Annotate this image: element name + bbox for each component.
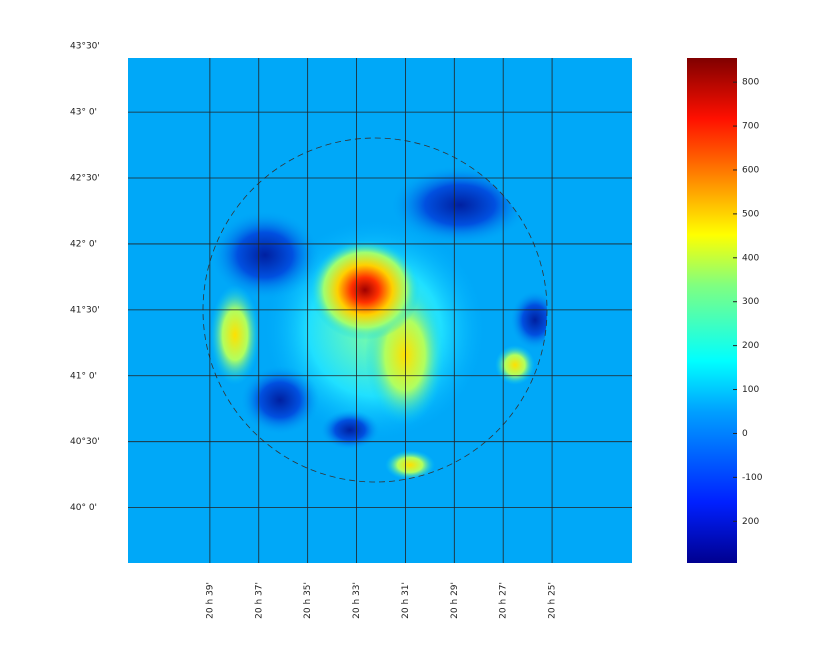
sky-map	[128, 58, 632, 563]
colorbar-tick-label: 800	[742, 78, 759, 88]
colorbar-tick-label: -100	[742, 473, 763, 483]
colorbar-tick-label: 100	[742, 385, 759, 395]
colorbar-tick-label: 200	[742, 341, 759, 351]
colorbar-tick-label: 600	[742, 165, 759, 175]
colorbar-tick-label: 200	[742, 517, 759, 527]
x-tick-label: 20 h 33'	[352, 582, 362, 619]
colorbar-tick-label: 700	[742, 122, 759, 132]
x-tick-label: 20 h 37'	[254, 582, 264, 619]
colorbar-tick-label: 300	[742, 297, 759, 307]
y-tick-label: 43°30'	[70, 42, 100, 52]
y-tick-label: 43° 0'	[70, 108, 97, 118]
colorbar-tick-label: 400	[742, 253, 759, 263]
y-tick-label: 42° 0'	[70, 239, 97, 249]
x-tick-label: 20 h 29'	[450, 582, 460, 619]
x-tick-label: 20 h 27'	[499, 582, 509, 619]
x-tick-label: 20 h 39'	[205, 582, 215, 619]
colorbar-tick-label: 0	[742, 429, 748, 439]
x-tick-label: 20 h 35'	[303, 582, 313, 619]
y-tick-label: 41° 0'	[70, 371, 97, 381]
colorbar	[687, 58, 737, 563]
x-tick-label: 20 h 31'	[401, 582, 411, 619]
y-tick-label: 41°30'	[70, 305, 100, 315]
colorbar-tick-label: 500	[742, 209, 759, 219]
y-tick-label: 42°30'	[70, 174, 100, 184]
x-tick-label: 20 h 25'	[548, 582, 558, 619]
y-tick-label: 40° 0'	[70, 503, 97, 513]
y-tick-label: 40°30'	[70, 437, 100, 447]
